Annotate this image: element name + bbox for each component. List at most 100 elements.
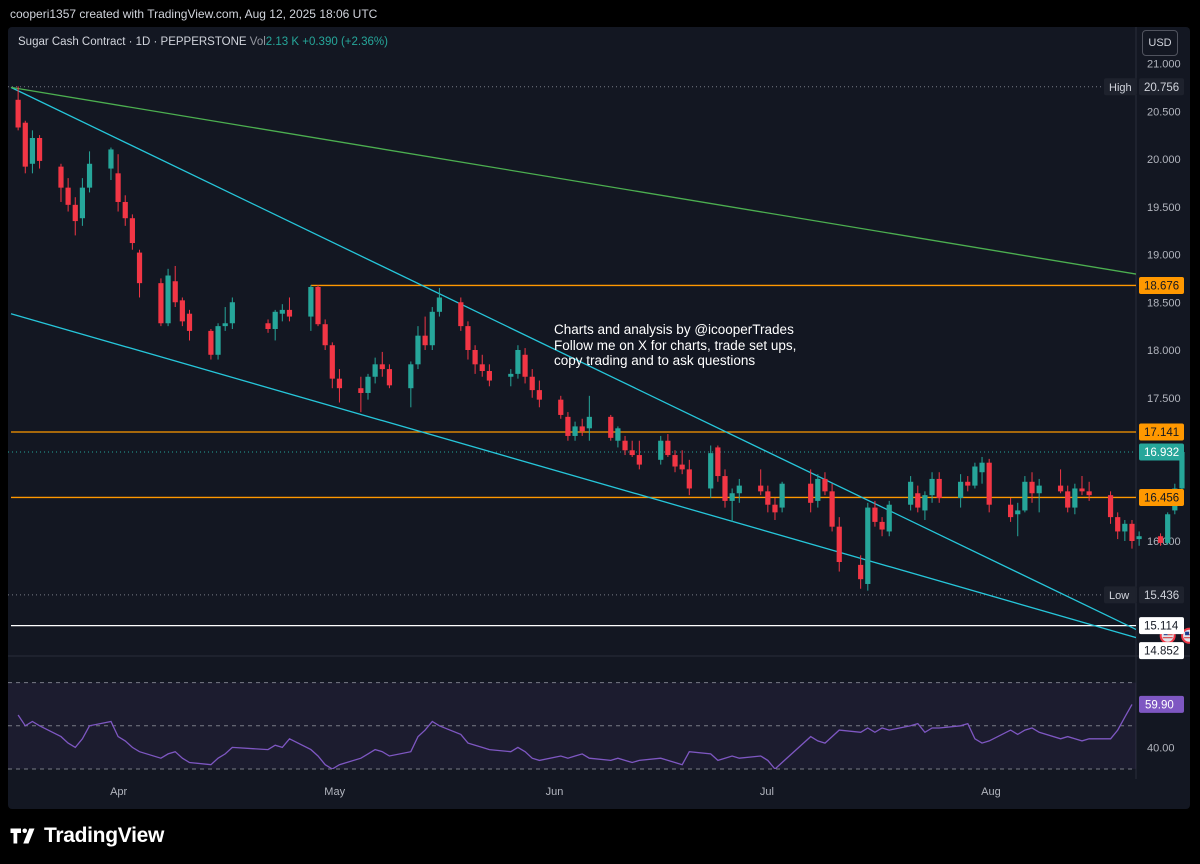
candle-body[interactable] xyxy=(336,378,343,389)
candle-body[interactable] xyxy=(308,286,314,317)
candle-body[interactable] xyxy=(1022,481,1028,511)
candle-body[interactable] xyxy=(608,416,614,438)
candle-body[interactable] xyxy=(372,364,378,377)
candle-body[interactable] xyxy=(279,309,285,314)
candle-body[interactable] xyxy=(1122,523,1128,532)
candle-body[interactable] xyxy=(1115,517,1121,532)
candle-body[interactable] xyxy=(679,464,685,470)
candle-body[interactable] xyxy=(429,311,435,346)
candle-body[interactable] xyxy=(1179,451,1185,489)
candle-body[interactable] xyxy=(208,330,214,355)
candle-body[interactable] xyxy=(958,481,964,499)
candle-body[interactable] xyxy=(822,478,828,492)
candle-body[interactable] xyxy=(779,483,785,508)
candle-body[interactable] xyxy=(365,376,371,393)
candle-body[interactable] xyxy=(165,275,171,324)
candle-body[interactable] xyxy=(1107,495,1114,518)
candle-body[interactable] xyxy=(486,371,492,381)
candle-body[interactable] xyxy=(586,416,592,429)
candle-body[interactable] xyxy=(115,173,121,202)
candle-body[interactable] xyxy=(22,122,28,167)
candle-body[interactable] xyxy=(458,302,464,327)
candle-body[interactable] xyxy=(1072,488,1078,508)
candle-body[interactable] xyxy=(286,309,293,317)
candle-body[interactable] xyxy=(29,137,36,164)
candle-body[interactable] xyxy=(565,416,571,436)
candle-body[interactable] xyxy=(108,149,114,169)
candle-body[interactable] xyxy=(408,364,414,389)
candle-body[interactable] xyxy=(1057,485,1064,492)
candle-body[interactable] xyxy=(272,311,278,329)
candle-body[interactable] xyxy=(908,481,914,505)
candle-body[interactable] xyxy=(1029,481,1035,494)
candle-body[interactable] xyxy=(1036,485,1042,494)
candle-body[interactable] xyxy=(1015,510,1021,515)
candle-body[interactable] xyxy=(72,204,78,222)
candle-body[interactable] xyxy=(136,252,143,284)
candle-body[interactable] xyxy=(979,462,985,473)
candle-body[interactable] xyxy=(922,495,928,511)
candle-body[interactable] xyxy=(936,478,942,499)
candle-body[interactable] xyxy=(879,521,885,530)
candle-body[interactable] xyxy=(179,300,185,322)
candle-body[interactable] xyxy=(708,453,714,489)
candle-body[interactable] xyxy=(1079,488,1085,492)
candle-body[interactable] xyxy=(515,350,521,374)
candle-body[interactable] xyxy=(736,485,742,494)
candle-body[interactable] xyxy=(229,302,235,324)
candle-body[interactable] xyxy=(472,350,478,365)
candle-body[interactable] xyxy=(465,326,471,350)
candle-body[interactable] xyxy=(436,297,442,312)
candle-body[interactable] xyxy=(865,507,871,584)
candle-body[interactable] xyxy=(658,440,664,460)
candle-body[interactable] xyxy=(1129,523,1135,541)
rsi-line[interactable] xyxy=(17,704,1133,769)
candle-body[interactable] xyxy=(58,166,64,188)
candle-body[interactable] xyxy=(965,481,971,486)
candle-body[interactable] xyxy=(622,440,628,451)
candle-body[interactable] xyxy=(129,218,135,244)
candle-body[interactable] xyxy=(836,526,842,563)
candle-body[interactable] xyxy=(886,504,892,532)
candle-body[interactable] xyxy=(215,326,221,355)
candle-body[interactable] xyxy=(329,345,335,379)
candle-body[interactable] xyxy=(1157,536,1164,543)
candle-body[interactable] xyxy=(665,440,671,456)
candle-body[interactable] xyxy=(358,388,364,393)
candle-body[interactable] xyxy=(265,323,271,329)
candle-body[interactable] xyxy=(36,137,43,161)
trendline-upper-channel[interactable] xyxy=(10,86,1161,641)
candle-body[interactable] xyxy=(629,450,635,456)
candle-body[interactable] xyxy=(422,335,428,346)
candle-body[interactable] xyxy=(65,187,71,205)
candle-body[interactable] xyxy=(158,283,164,324)
chart-canvas[interactable]: 21.000 20.500 20.000 19.500 19.000 18.500 18.0… xyxy=(8,27,1190,809)
candle-body[interactable] xyxy=(1136,536,1142,540)
candle-body[interactable] xyxy=(765,491,771,505)
candle-body[interactable] xyxy=(858,564,864,580)
candle-body[interactable] xyxy=(672,455,678,467)
candle-body[interactable] xyxy=(479,364,485,372)
candle-body[interactable] xyxy=(722,476,728,501)
candle-body[interactable] xyxy=(529,376,535,391)
candle-body[interactable] xyxy=(872,507,878,522)
candle-body[interactable] xyxy=(579,426,585,432)
candle-body[interactable] xyxy=(636,455,642,465)
candle-body[interactable] xyxy=(508,373,514,377)
candle-body[interactable] xyxy=(79,187,85,219)
candle-body[interactable] xyxy=(172,281,178,303)
candle-body[interactable] xyxy=(222,323,228,327)
candle-body[interactable] xyxy=(386,369,393,386)
candle-body[interactable] xyxy=(915,493,921,508)
currency-button[interactable]: USD xyxy=(1142,30,1178,56)
candle-body[interactable] xyxy=(815,478,821,501)
candle-body[interactable] xyxy=(929,478,935,496)
chart-panel[interactable]: 21.000 20.500 20.000 19.500 19.000 18.500 18.0… xyxy=(8,27,1190,809)
candle-body[interactable] xyxy=(315,286,321,325)
candle-body[interactable] xyxy=(522,354,528,377)
trendline-lower-channel[interactable] xyxy=(10,313,1182,651)
candle-body[interactable] xyxy=(1065,491,1071,508)
candle-body[interactable] xyxy=(686,469,692,489)
candle-body[interactable] xyxy=(415,335,421,365)
candle-body[interactable] xyxy=(558,399,564,415)
